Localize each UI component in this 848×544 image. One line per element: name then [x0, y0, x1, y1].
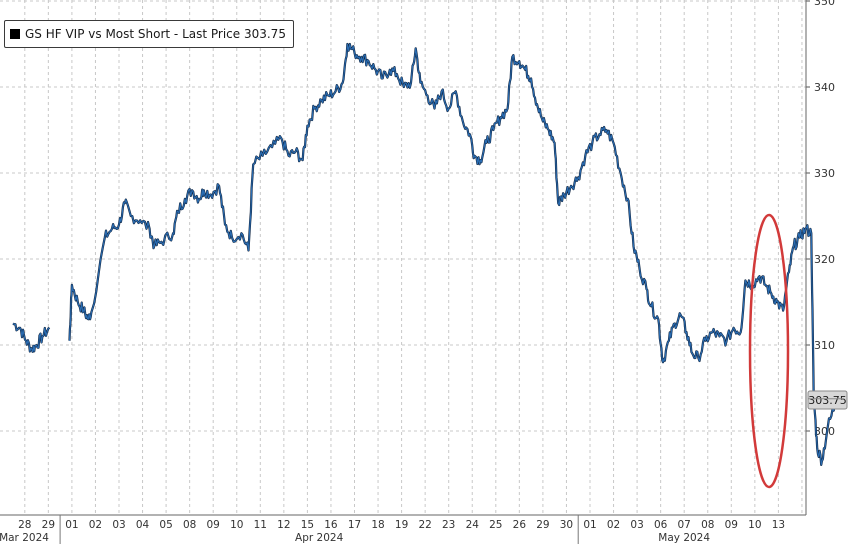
y-tick-label: 330	[814, 167, 835, 180]
x-tick-label: 01	[583, 519, 596, 531]
x-tick-label: 08	[183, 519, 196, 531]
x-tick-label: 11	[254, 519, 267, 531]
x-tick-label: 16	[324, 519, 338, 531]
x-tick-label: 06	[654, 519, 668, 531]
legend-label: GS HF VIP vs Most Short - Last Price 303…	[25, 27, 286, 41]
y-tick-label: 310	[814, 339, 835, 352]
x-tick-label: 29	[536, 519, 549, 531]
x-axis-band	[0, 515, 848, 544]
x-tick-label: 22	[418, 519, 431, 531]
x-tick-label: 15	[301, 519, 314, 531]
y-axis: 300 310 320 330 340 350	[805, 0, 835, 515]
x-tick-label: 23	[442, 519, 455, 531]
series-shadow	[68, 42, 846, 466]
x-tick-label: 01	[65, 519, 78, 531]
last-price-box	[807, 390, 848, 410]
highlight-ellipse	[748, 213, 790, 489]
series-line	[12, 42, 846, 466]
x-tick-label: 28	[18, 519, 31, 531]
y-tick-label: 350	[814, 0, 835, 8]
x-tick-label: 07	[678, 519, 691, 531]
x-axis: 28 29 01 02 03 04 05 08 09 10 11 12 15 16 17 18 19 22 23 24…	[0, 514, 848, 544]
x-tick-label: 12	[277, 519, 290, 531]
month-label: Apr 2024	[295, 532, 344, 544]
x-tick-label: 04	[136, 519, 150, 531]
x-tick-label: 24	[466, 519, 480, 531]
x-tick-label: 25	[489, 519, 502, 531]
x-tick-label: 19	[395, 519, 408, 531]
series-path	[68, 43, 845, 466]
x-tick-label: 30	[560, 519, 573, 531]
last-price-marker: 303.75	[807, 390, 848, 410]
x-tick-label: 09	[725, 519, 738, 531]
x-tick-label: 13	[772, 519, 785, 531]
x-tick-label: 29	[42, 519, 55, 531]
x-tick-label: 05	[159, 519, 172, 531]
x-tick-label: 02	[607, 519, 620, 531]
x-tick-label: 09	[207, 519, 220, 531]
x-tick-label: 02	[89, 519, 102, 531]
last-price-label: 303.75	[808, 394, 847, 407]
x-tick-label: 03	[630, 519, 643, 531]
legend: GS HF VIP vs Most Short - Last Price 303…	[4, 20, 294, 48]
y-tick-label: 320	[814, 253, 835, 266]
x-tick-label: 10	[748, 519, 761, 531]
x-tick-label: 26	[513, 519, 527, 531]
month-label: Mar 2024	[0, 532, 49, 544]
grid-lines	[0, 0, 806, 515]
x-tick-label: 03	[112, 519, 125, 531]
x-tick-label: 18	[371, 519, 384, 531]
month-label: May 2024	[658, 532, 710, 544]
y-tick-label: 340	[814, 81, 835, 94]
x-tick-label: 08	[701, 519, 714, 531]
x-tick-label: 17	[348, 519, 361, 531]
x-tick-label: 10	[230, 519, 243, 531]
y-tick-label: 300	[814, 425, 835, 438]
series-path	[12, 323, 50, 353]
legend-swatch	[10, 29, 20, 39]
